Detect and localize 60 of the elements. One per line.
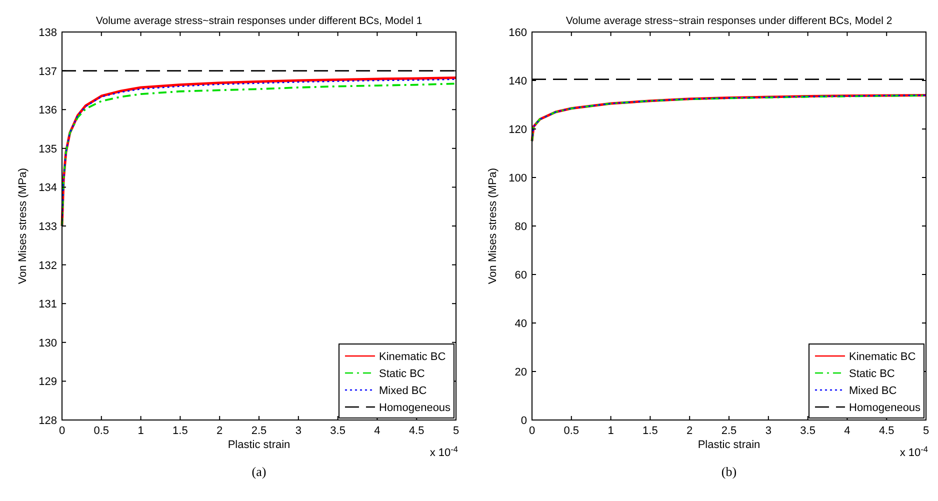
x-tick-label: 0	[528, 425, 536, 437]
x-tick-label: 1	[608, 425, 614, 437]
x-tick-label: 0.5	[564, 425, 580, 437]
text: x 10$^{-4}$	[430, 444, 458, 459]
y-tick-label: 120	[508, 124, 527, 136]
y-tick-label: 130	[38, 337, 57, 350]
text: x 10$^{-4}$	[900, 444, 928, 459]
y-tick-label: 80	[514, 221, 527, 233]
y-tick-label: 135	[38, 143, 57, 156]
x-tick-label: 2.5	[251, 425, 267, 437]
x-tick-label: 3	[295, 425, 302, 437]
y-tick-label: 40	[514, 318, 527, 330]
legend-label: Kinematic BC	[379, 351, 446, 363]
x-tick-label: 1.5	[172, 425, 188, 437]
x-axis-title: Plastic strain	[698, 439, 760, 451]
legend-label: Homogeneous	[379, 402, 452, 414]
y-tick-label: 137	[38, 66, 57, 78]
legend-label: Kinematic BC	[849, 351, 916, 363]
x-tick-label: 3	[765, 425, 772, 437]
x-tick-label: 2.5	[721, 425, 737, 437]
x-tick-label: 1.5	[642, 425, 658, 437]
chart-title: Volume average stress~strain responses under different BCs, Model 1	[96, 15, 422, 27]
x-tick-label: 0	[58, 425, 66, 437]
legend-label: Homogeneous	[849, 402, 922, 414]
y-axis-title: Von Mises stress (MPa)	[17, 168, 29, 284]
y-tick-label: 128	[38, 415, 57, 427]
y-tick-label: 136	[38, 104, 57, 117]
x-tick-label: 4.5	[408, 425, 424, 437]
y-tick-label: 134	[38, 182, 57, 194]
x-tick-label: 2	[686, 425, 693, 437]
x-tick-label: 3.5	[800, 425, 816, 437]
x-tick-label: 3.5	[330, 425, 346, 437]
x-tick-label: 4	[844, 425, 850, 437]
x-tick-label: 5	[452, 425, 460, 437]
y-tick-label: 133	[38, 221, 57, 233]
legend-label: Static BC	[379, 368, 425, 380]
y-tick-label: 60	[514, 270, 527, 282]
x-tick-label: 1	[138, 425, 144, 437]
y-tick-label: 138	[38, 27, 57, 39]
text: (a)	[252, 464, 266, 479]
y-tick-label: 20	[514, 366, 527, 378]
y-tick-label: 140	[508, 76, 527, 88]
y-tick-label: 129	[38, 376, 57, 388]
y-tick-label: 132	[38, 260, 57, 272]
legend-label: Static BC	[849, 368, 895, 380]
y-axis-title: Von Mises stress (MPa)	[487, 168, 499, 284]
y-tick-label: 131	[38, 298, 57, 311]
x-axis-title: Plastic strain	[228, 439, 290, 451]
text: (b)	[721, 464, 737, 479]
y-tick-label: 160	[508, 27, 527, 39]
legend-label: Mixed BC	[379, 385, 427, 397]
x-tick-label: 4.5	[878, 425, 894, 437]
x-tick-label: 2	[216, 425, 223, 437]
y-tick-label: 0	[520, 415, 527, 427]
x-tick-label: 5	[922, 425, 930, 437]
y-tick-label: 100	[508, 172, 527, 184]
legend-label: Mixed BC	[849, 385, 897, 397]
x-tick-label: 4	[374, 425, 380, 437]
chart-title: Volume average stress~strain responses under different BCs, Model 2	[566, 15, 892, 27]
x-tick-label: 0.5	[94, 425, 110, 437]
